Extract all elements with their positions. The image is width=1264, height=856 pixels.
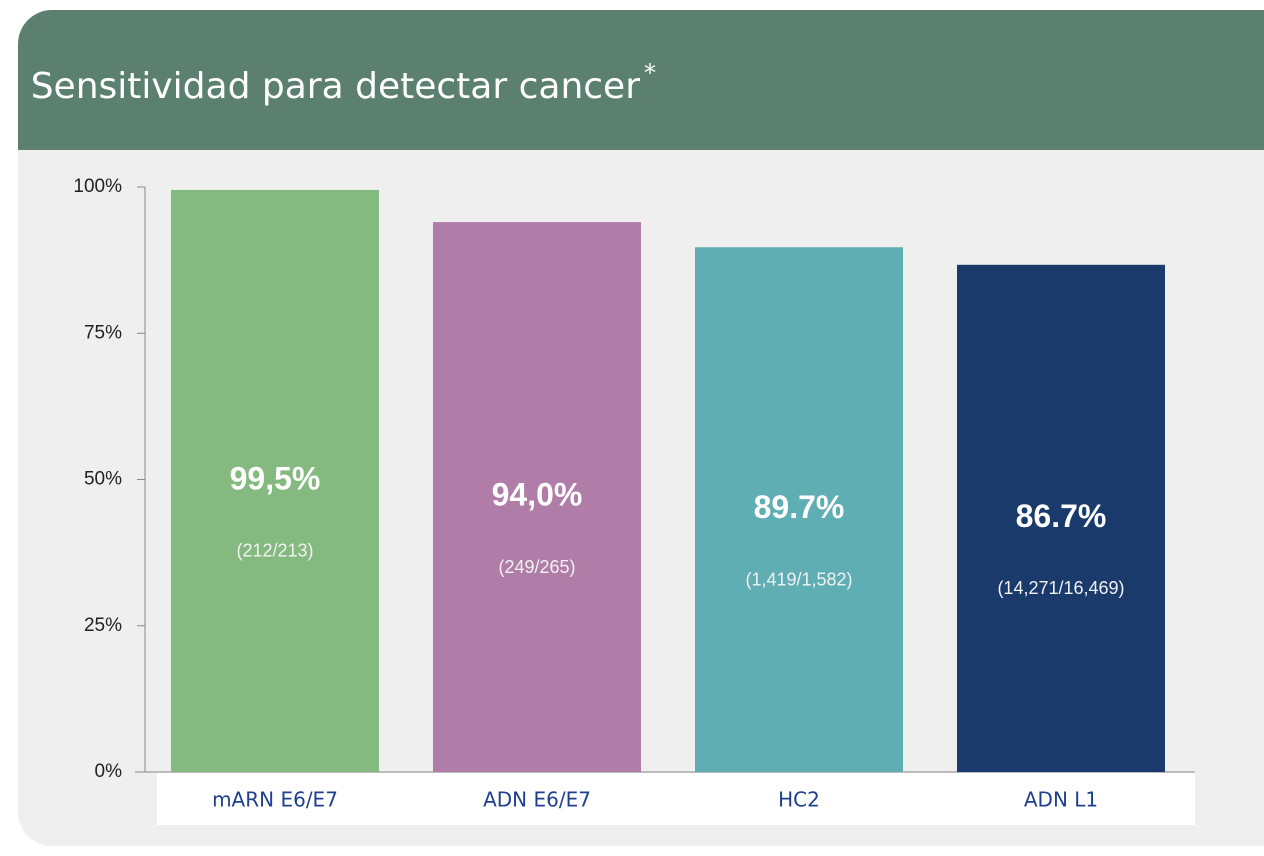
value-label: 99,5% <box>230 460 321 496</box>
title-superscript: * <box>644 59 656 87</box>
x-tick-label: ADN E6/E7 <box>483 788 591 812</box>
header <box>18 10 1264 150</box>
y-tick-label: 100% <box>73 176 122 197</box>
fraction-label: (14,271/16,469) <box>997 578 1124 598</box>
fraction-label: (212/213) <box>236 541 313 561</box>
value-label: 89.7% <box>754 489 845 525</box>
value-label: 94,0% <box>492 477 583 513</box>
bar <box>171 189 379 773</box>
y-tick-label: 0% <box>95 761 123 782</box>
y-tick-label: 50% <box>84 469 122 490</box>
category-strip <box>157 773 1195 825</box>
y-tick-label: 75% <box>84 322 122 343</box>
y-tick-label: 25% <box>84 615 122 636</box>
chart-title: Sensitividad para detectar cancer <box>31 66 641 107</box>
x-tick-label: HC2 <box>778 788 820 812</box>
bar <box>695 247 903 772</box>
fraction-label: (249/265) <box>498 557 575 577</box>
x-tick-label: ADN L1 <box>1024 788 1098 812</box>
x-tick-label: mARN E6/E7 <box>212 788 338 812</box>
bar <box>433 222 641 773</box>
fraction-label: (1,419/1,582) <box>745 569 852 589</box>
value-label: 86.7% <box>1016 498 1107 534</box>
bar <box>957 264 1165 772</box>
